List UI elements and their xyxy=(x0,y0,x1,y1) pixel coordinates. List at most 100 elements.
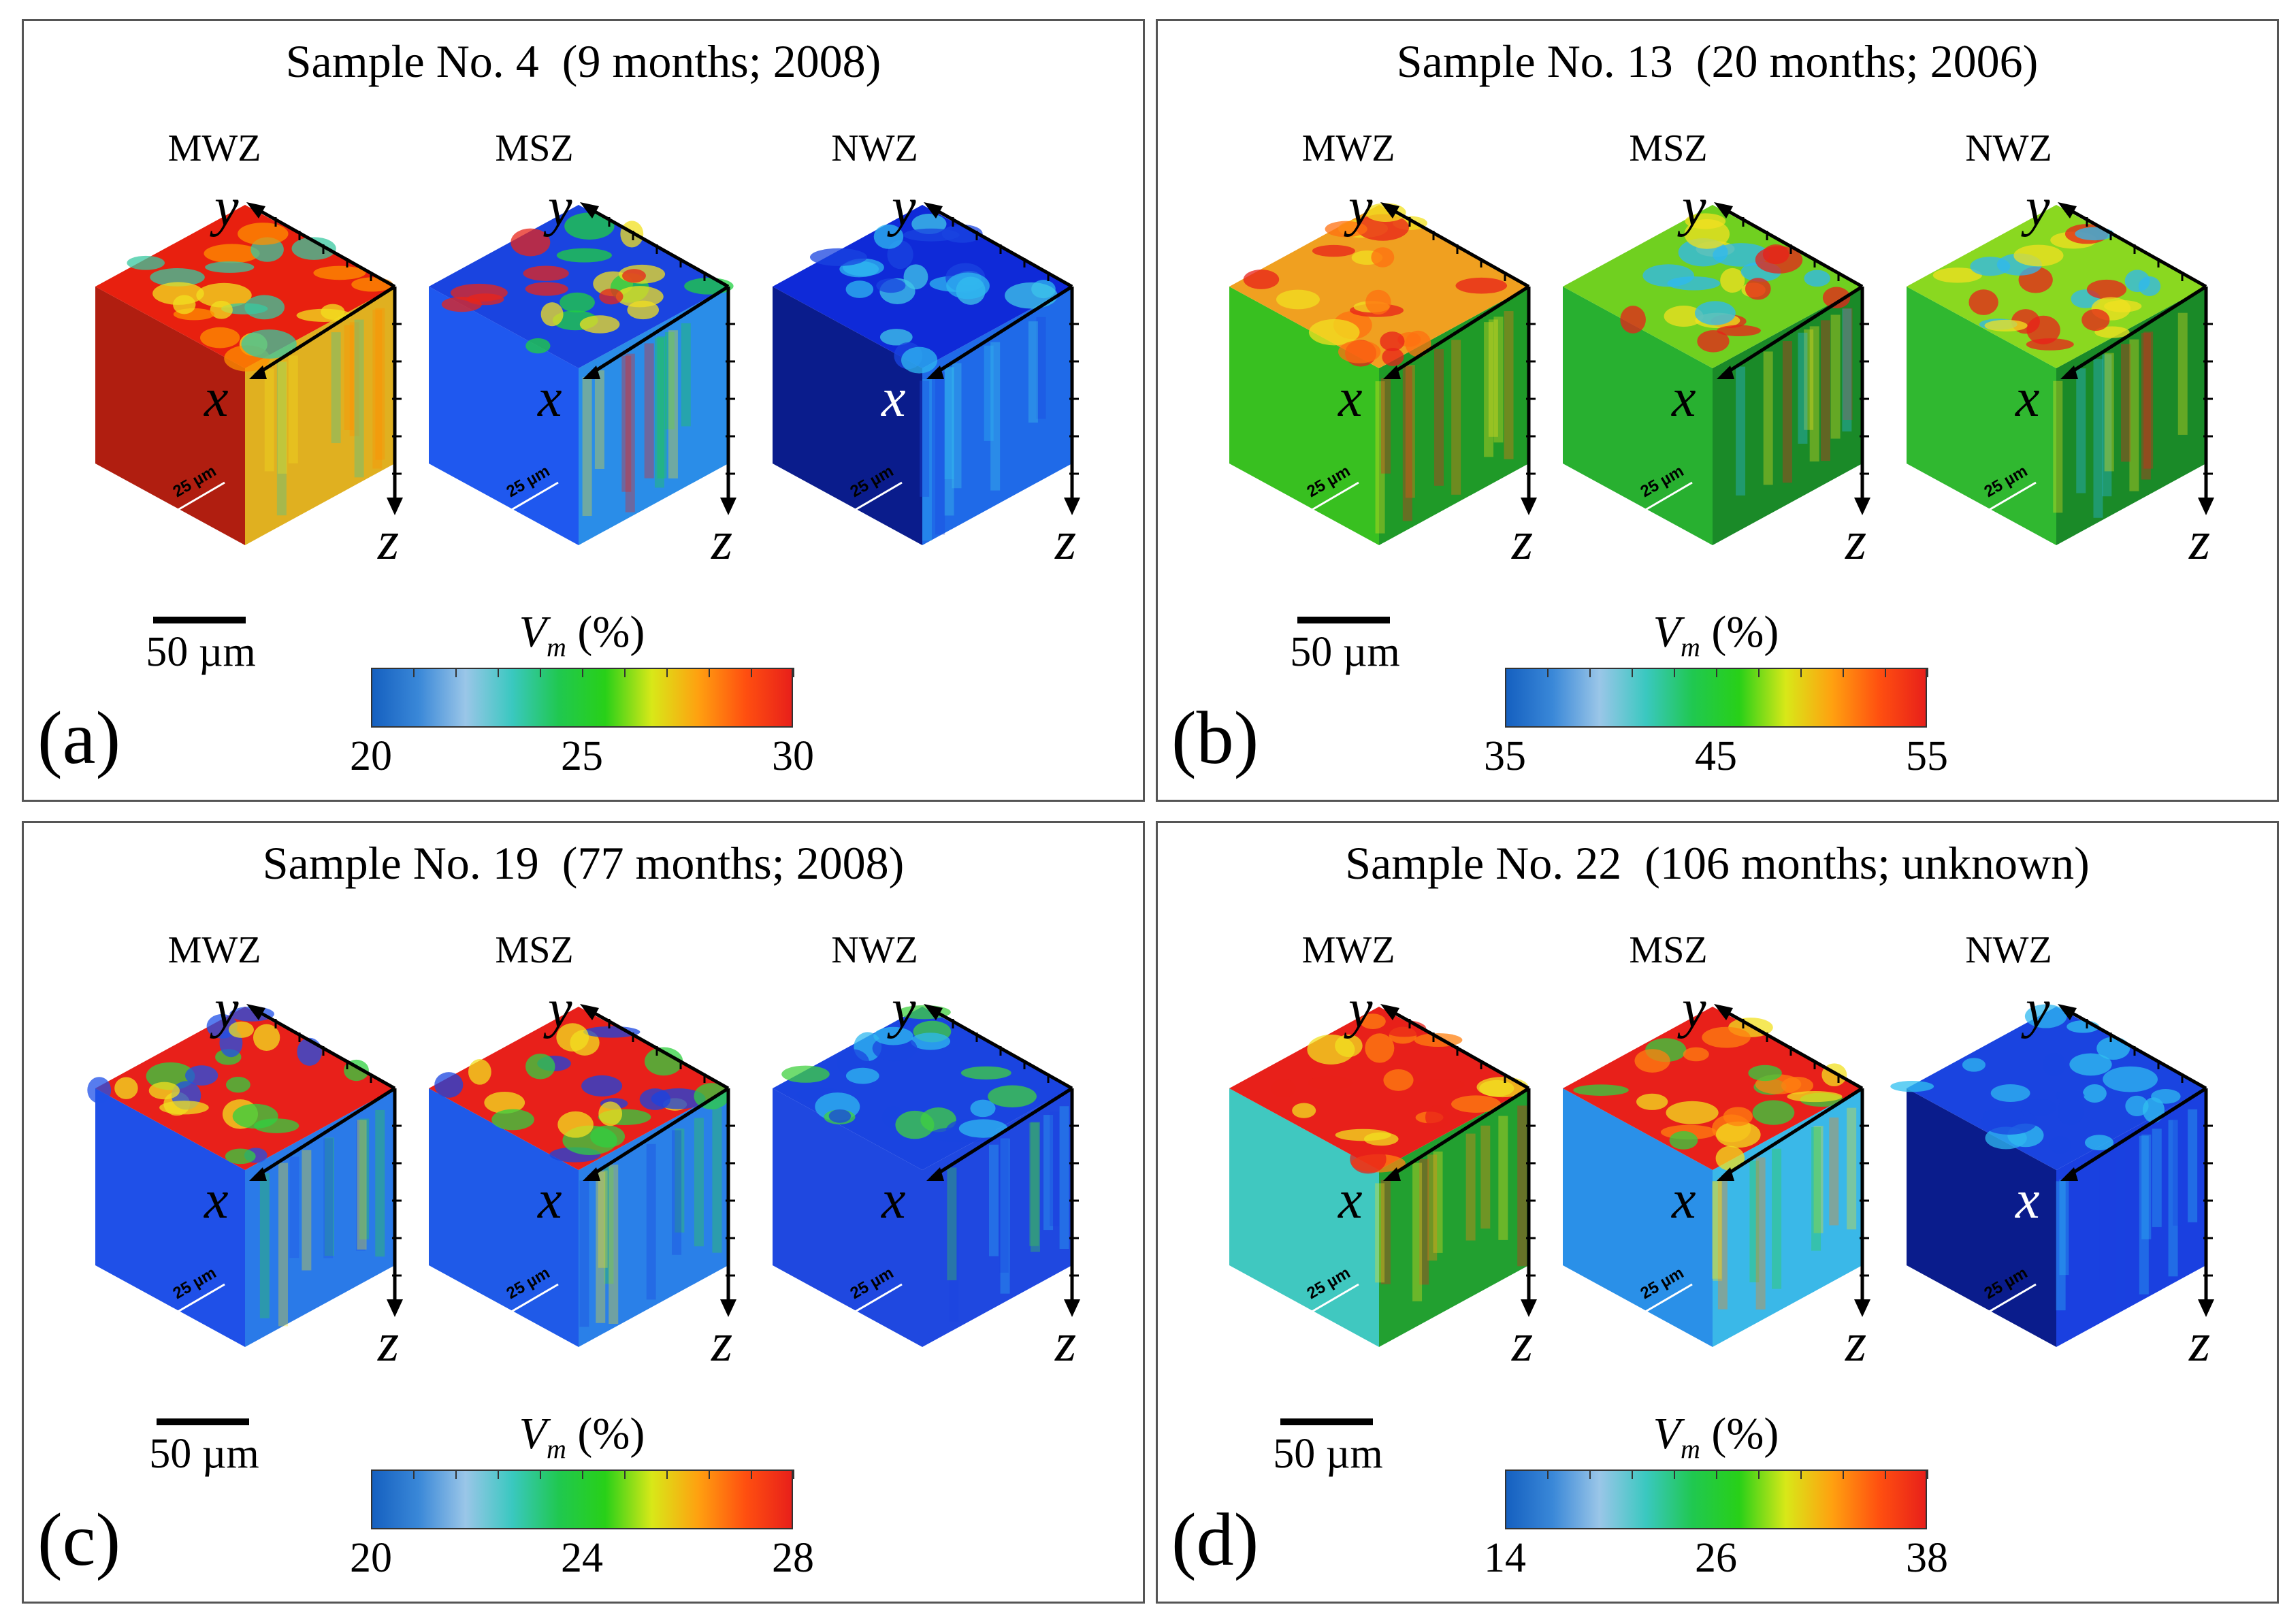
texture-blob xyxy=(2013,244,2064,267)
texture-blob xyxy=(1683,1047,1709,1062)
cube-scale-bar xyxy=(852,481,903,513)
colorbar-minor-tick xyxy=(1589,1469,1591,1479)
colorbar-minor-tick xyxy=(498,668,499,677)
y-axis-label: y xyxy=(1677,178,1706,238)
texture-blob xyxy=(1307,1034,1355,1065)
texture-blob xyxy=(159,1101,209,1115)
colorbar-tick-label: 14 xyxy=(1484,1535,1526,1581)
colorbar-minor-tick xyxy=(371,1469,372,1479)
cube-right-face xyxy=(2056,287,2206,545)
zone-label: NWZ xyxy=(831,127,918,169)
zone-label: MSZ xyxy=(1629,929,1708,971)
colorbar-tick-label: 55 xyxy=(1906,733,1948,779)
y-arrow-head xyxy=(2058,1004,2077,1020)
x-axis-label: x xyxy=(881,368,906,428)
texture-streak xyxy=(288,355,298,464)
colorbar-minor-tick xyxy=(1843,668,1844,677)
texture-streak xyxy=(2141,1134,2152,1239)
zone-label: MWZ xyxy=(167,127,261,169)
y-axis-label: y xyxy=(543,178,572,238)
texture-blob xyxy=(468,1058,491,1085)
z-axis-label: z xyxy=(2188,511,2210,571)
y-arrow-head xyxy=(580,1004,599,1020)
texture-streak xyxy=(1000,1138,1010,1294)
z-arrow-head xyxy=(1854,498,1870,515)
z-axis-label: z xyxy=(1845,511,1866,571)
texture-blob xyxy=(1669,1131,1698,1150)
cube-scale-bar xyxy=(175,481,225,513)
texture-blob xyxy=(644,1047,683,1076)
colorbar-tick-label: 20 xyxy=(350,1535,392,1581)
texture-streak xyxy=(1488,319,1498,437)
texture-blob xyxy=(583,1026,641,1038)
texture-blob xyxy=(523,265,569,281)
y-axis-label: y xyxy=(1344,979,1373,1039)
colorbar-tick-label: 45 xyxy=(1695,733,1737,779)
x-arrow-head xyxy=(249,1167,267,1181)
cube-right-face xyxy=(1379,1088,1529,1347)
colorbar xyxy=(1505,668,1927,728)
texture-blob xyxy=(525,1053,555,1079)
cube-right-face xyxy=(1713,287,1862,545)
texture-blob xyxy=(1983,1107,2024,1122)
texture-blob xyxy=(598,1101,623,1126)
colorbar-minor-tick xyxy=(455,1469,457,1479)
texture-streak xyxy=(349,322,359,436)
cube-scale-bar xyxy=(508,1283,559,1314)
texture-streak xyxy=(1749,1160,1760,1283)
y-arrow-head xyxy=(2058,202,2077,218)
x-axis-label: x xyxy=(2015,368,2040,428)
colorbar-minor-tick xyxy=(1885,1469,1886,1479)
colorbar-tick-label: 38 xyxy=(1906,1535,1948,1581)
texture-streak xyxy=(1755,1157,1766,1310)
colorbar-minor-tick xyxy=(540,668,541,677)
texture-streak xyxy=(984,345,994,441)
y-axis-label: y xyxy=(1677,979,1706,1039)
x-axis-label: x xyxy=(204,1170,229,1230)
texture-blob xyxy=(895,1110,935,1139)
z-arrow-head xyxy=(1854,1299,1870,1317)
texture-streak xyxy=(1484,322,1494,457)
texture-streak xyxy=(375,1109,385,1257)
texture-blob xyxy=(2094,326,2130,338)
texture-streak xyxy=(579,1180,589,1327)
texture-blob xyxy=(291,237,336,260)
colorbar-minor-tick xyxy=(1632,1469,1633,1479)
texture-blob xyxy=(321,304,345,320)
texture-blob xyxy=(225,1077,250,1093)
colorbar-minor-tick xyxy=(751,668,752,677)
colorbar-tick-label: 20 xyxy=(350,733,392,779)
texture-blob xyxy=(313,265,366,280)
quantity-unit: (%) xyxy=(1711,607,1779,657)
y-axis-label: y xyxy=(887,979,916,1039)
x-arrow-head xyxy=(1383,366,1401,379)
scale-bar xyxy=(153,617,246,623)
texture-blob xyxy=(1636,1093,1668,1110)
texture-blob xyxy=(579,315,620,334)
colorbar-minor-tick xyxy=(1758,668,1760,677)
texture-streak xyxy=(2173,1117,2183,1226)
z-axis-label: z xyxy=(711,1313,732,1373)
texture-blob xyxy=(958,1119,1008,1138)
scale-bar-label: 50 µm xyxy=(1273,1431,1383,1477)
texture-blob xyxy=(901,346,938,374)
texture-blob xyxy=(1990,1084,2030,1103)
z-arrow-head xyxy=(1064,1299,1080,1317)
scale-bar-label: 50 µm xyxy=(1290,629,1400,675)
texture-streak xyxy=(276,361,287,516)
texture-blob xyxy=(1932,267,1982,283)
z-arrow-head xyxy=(1521,1299,1537,1317)
colorbar-tick-label: 28 xyxy=(772,1535,814,1581)
texture-streak xyxy=(922,379,932,541)
texture-blob xyxy=(1338,340,1381,363)
colorbar-minor-tick xyxy=(793,668,794,677)
texture-streak xyxy=(1043,1115,1054,1231)
texture-blob xyxy=(200,327,240,348)
texture-blob xyxy=(1308,319,1360,346)
cube-left-face xyxy=(1563,287,1713,545)
texture-streak xyxy=(356,1120,366,1251)
panel-label: (d) xyxy=(1171,1498,1259,1581)
texture-blob xyxy=(1405,330,1431,357)
texture-streak xyxy=(1480,1125,1491,1229)
cube-msz: y x z 25 µm xyxy=(402,178,742,572)
